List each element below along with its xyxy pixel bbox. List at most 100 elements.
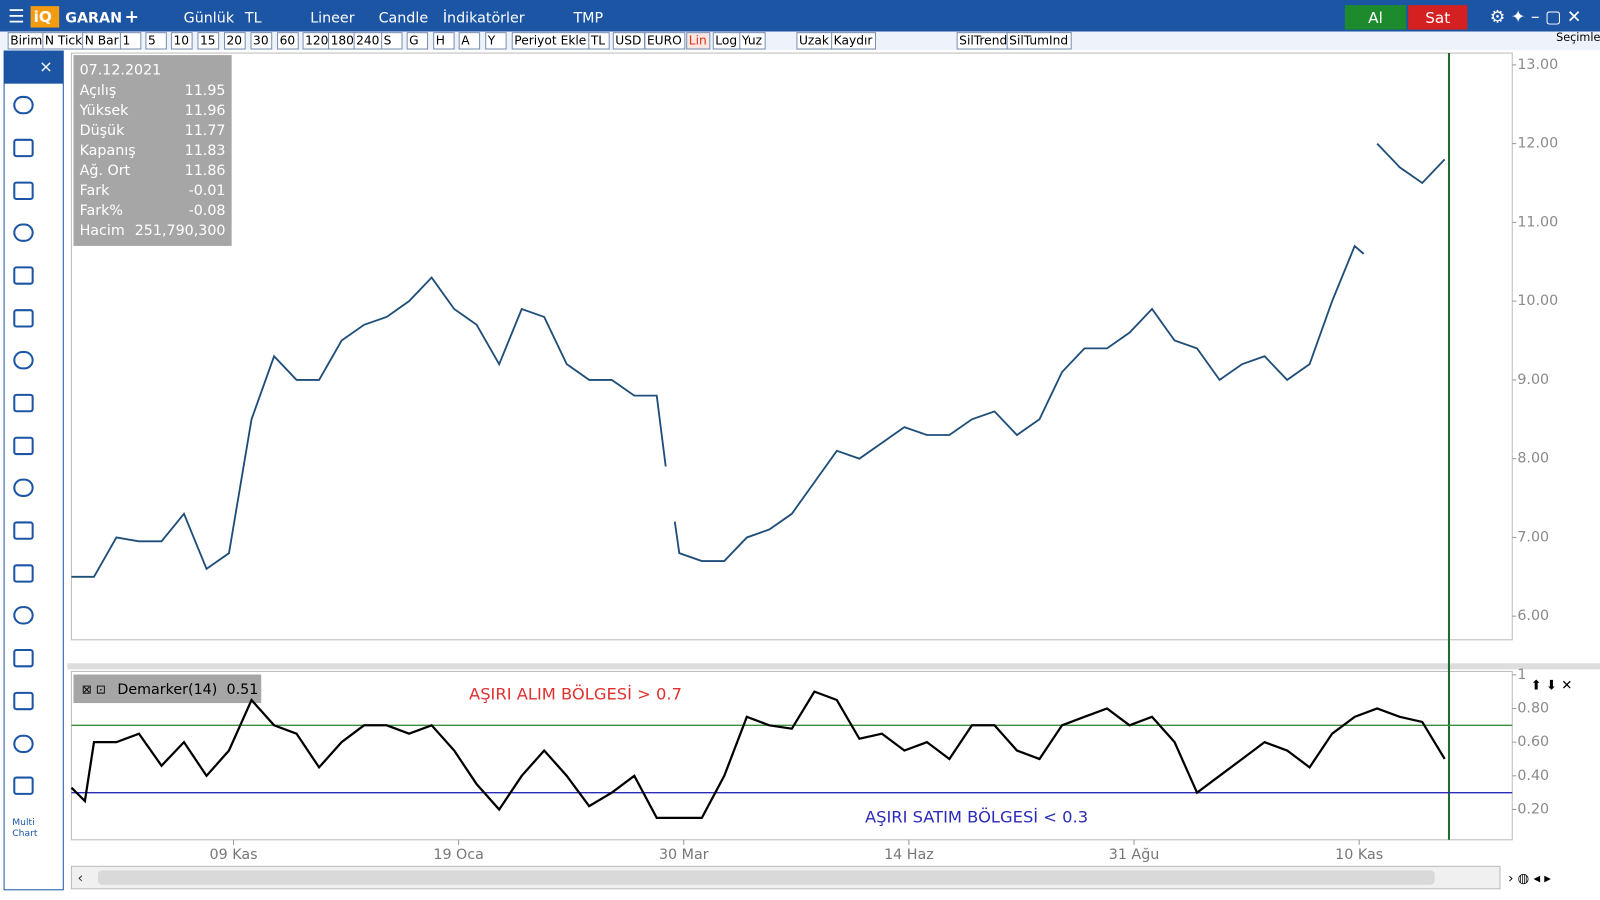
window-controls[interactable]: ⚙ ✦ – ▢ ✕ <box>1490 7 1582 27</box>
period-button[interactable]: 15 <box>200 33 216 47</box>
period-button[interactable]: 240 <box>356 33 379 47</box>
toolbar-item[interactable]: TL <box>244 10 262 26</box>
info-value: 11.96 <box>185 103 226 119</box>
period-button-box[interactable] <box>406 32 429 50</box>
period-button-box[interactable] <box>739 32 766 50</box>
menu-icon[interactable]: ☰ <box>8 6 24 27</box>
period-button[interactable]: 10 <box>173 33 189 47</box>
period-button[interactable]: Lin <box>689 33 707 47</box>
sell-button[interactable] <box>1408 5 1468 30</box>
buy-label[interactable]: Al <box>1368 9 1383 27</box>
sidebar-icon[interactable] <box>13 691 34 711</box>
toolbar-item[interactable]: TMP <box>572 10 603 26</box>
info-label: Açılış <box>80 83 117 99</box>
period-button[interactable]: S <box>384 33 392 47</box>
period-button[interactable]: G <box>409 33 418 47</box>
period-button[interactable]: USD <box>615 33 641 47</box>
period-button-box[interactable] <box>831 32 876 50</box>
info-value: -0.01 <box>189 183 226 199</box>
period-button[interactable]: EURO <box>647 33 682 47</box>
period-button[interactable]: 180 <box>331 33 354 47</box>
toolbar-item[interactable]: Lineer <box>310 10 355 26</box>
sell-label[interactable]: Sat <box>1425 9 1450 27</box>
sidebar-close[interactable]: × <box>39 57 53 76</box>
period-button-box[interactable] <box>686 32 711 50</box>
splitter <box>67 663 1600 670</box>
period-button[interactable]: N Bar <box>85 33 120 47</box>
period-button-box[interactable] <box>485 32 507 50</box>
period-button-box[interactable] <box>588 32 610 50</box>
x-tick-label: 14 Haz <box>884 847 934 863</box>
buy-button[interactable] <box>1344 5 1407 30</box>
data-line <box>71 276 667 578</box>
period-button-box[interactable] <box>458 32 481 50</box>
period-button-box[interactable] <box>170 32 193 50</box>
period-button-box[interactable] <box>381 32 403 50</box>
sidebar-icon[interactable] <box>13 393 34 413</box>
period-button-box[interactable] <box>223 32 246 50</box>
sidebar-icon[interactable] <box>13 521 34 540</box>
period-button[interactable]: SilTrend <box>959 33 1007 47</box>
period-button-box[interactable] <box>119 32 142 50</box>
sidebar-icon[interactable] <box>13 734 34 754</box>
period-button[interactable]: Periyot Ekle <box>514 33 586 47</box>
period-button[interactable]: TL <box>590 33 605 47</box>
sidebar-icon[interactable] <box>13 776 34 795</box>
sidebar-icon[interactable] <box>13 223 34 242</box>
period-button[interactable]: H <box>436 33 445 47</box>
sidebar-icon[interactable] <box>13 606 34 625</box>
scroll-left[interactable]: ‹ <box>78 871 84 887</box>
sidebar-icon[interactable] <box>13 648 34 668</box>
sidebar-icon[interactable] <box>13 181 34 200</box>
sidebar-icon[interactable] <box>13 351 34 370</box>
info-value: 251,790,300 <box>135 223 226 239</box>
period-button[interactable]: SilTumInd <box>1009 33 1068 47</box>
info-label: Fark% <box>80 203 123 219</box>
period-button[interactable]: Yuz <box>741 33 762 47</box>
sidebar-icon[interactable] <box>13 95 34 115</box>
sidebar-icon[interactable] <box>13 478 34 497</box>
period-button-box[interactable] <box>1006 32 1072 50</box>
period-button-box[interactable] <box>277 32 299 50</box>
period-button-box[interactable] <box>145 32 167 50</box>
period-button[interactable]: Kaydır <box>834 33 874 47</box>
multi-chart-label[interactable]: Chart <box>12 828 38 839</box>
period-button-box[interactable] <box>250 32 273 50</box>
period-button-box[interactable] <box>197 32 220 50</box>
toolbar-item[interactable]: Günlük <box>184 10 235 26</box>
period-button[interactable]: 30 <box>253 33 269 47</box>
multi-chart-label[interactable]: Multi <box>12 817 34 828</box>
toolbar-item[interactable]: Candle <box>379 10 429 26</box>
period-button[interactable]: Uzak <box>799 33 830 47</box>
period-button-box[interactable] <box>433 32 455 50</box>
period-button[interactable]: 120 <box>305 33 328 47</box>
data-line <box>1376 143 1446 185</box>
scroll-controls[interactable]: › ◍ ◂ ▸ <box>1508 872 1551 887</box>
period-button[interactable]: Y <box>487 33 496 47</box>
panel-controls[interactable]: ⬆ ⬇ ✕ <box>1531 679 1573 694</box>
sidebar-icon[interactable] <box>13 564 34 583</box>
sidebar-icon[interactable] <box>13 266 34 285</box>
period-button[interactable]: Birim <box>10 33 42 47</box>
period-button[interactable]: 1 <box>122 33 130 47</box>
y-tick-label: 10.00 <box>1517 293 1558 309</box>
top-bar <box>0 0 1600 32</box>
period-button[interactable]: A <box>461 33 470 47</box>
period-button[interactable]: 5 <box>148 33 156 47</box>
selections[interactable]: Seçimler <box>1556 31 1600 44</box>
period-button[interactable]: Log <box>715 33 737 47</box>
indicator-close[interactable]: ⊠ ⊡ <box>82 682 106 696</box>
info-value: 11.95 <box>185 83 226 99</box>
toolbar-item[interactable]: İndikatörler <box>443 8 525 26</box>
sidebar-icon[interactable] <box>13 138 34 158</box>
sidebar-icon[interactable] <box>13 309 34 328</box>
period-button-box[interactable] <box>644 32 686 50</box>
symbol[interactable]: GARAN <box>65 10 122 26</box>
y-tick-label: 1 <box>1517 667 1526 683</box>
period-button[interactable]: N Tick <box>45 33 83 47</box>
period-button[interactable]: 60 <box>280 33 296 47</box>
scroll-thumb[interactable] <box>97 870 1435 885</box>
add-symbol[interactable]: + <box>124 7 139 27</box>
period-button[interactable]: 20 <box>227 33 243 47</box>
sidebar-icon[interactable] <box>13 436 34 456</box>
